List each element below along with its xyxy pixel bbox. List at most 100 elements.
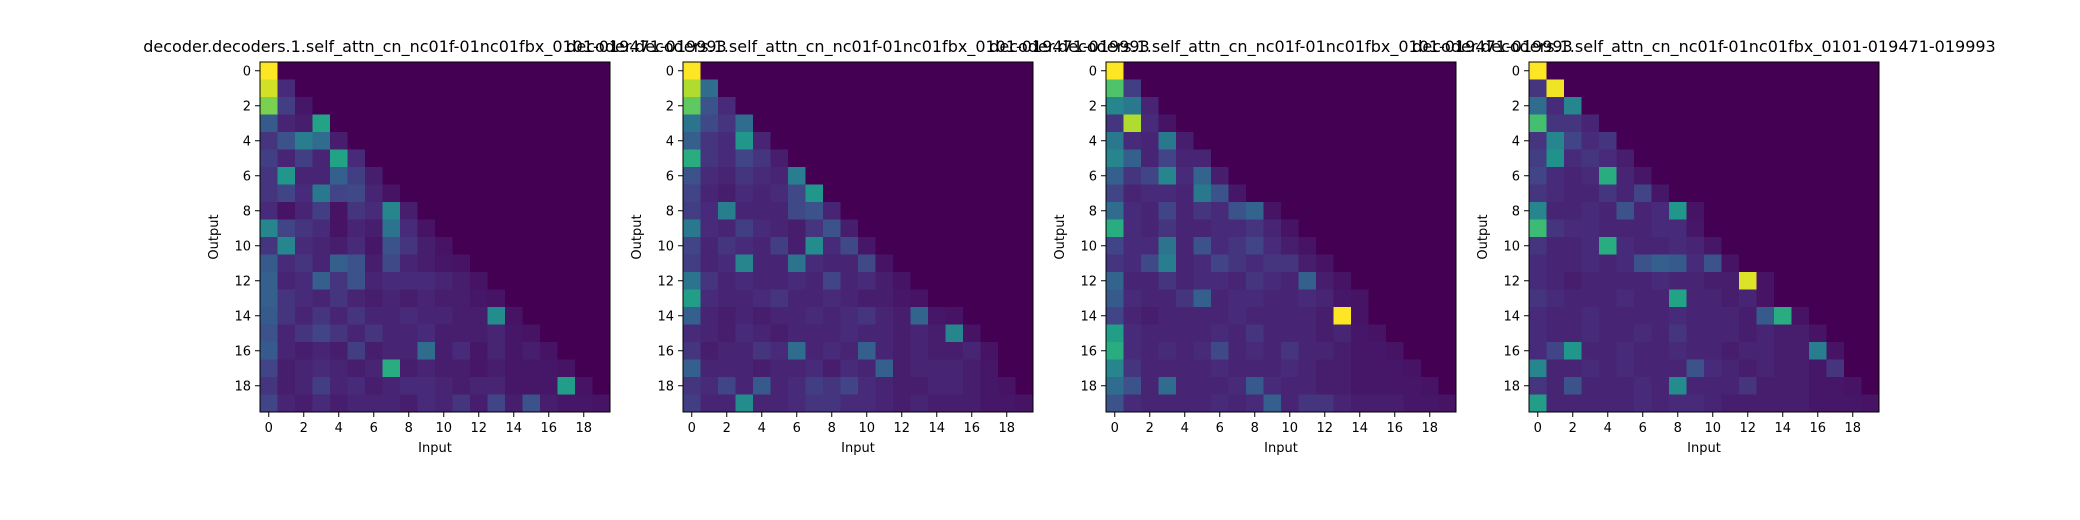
heatmap-cell xyxy=(1634,97,1652,115)
heatmap-cell xyxy=(400,307,418,325)
heatmap-cell xyxy=(347,359,366,378)
heatmap-cell xyxy=(1193,394,1212,413)
heatmap-cell xyxy=(1176,254,1194,273)
heatmap-cell xyxy=(575,184,593,203)
heatmap-cell xyxy=(1263,97,1282,115)
heatmap-cell xyxy=(823,394,841,413)
heatmap-cell xyxy=(1809,114,1827,133)
heatmap-cell xyxy=(1106,237,1124,255)
heatmap-cell xyxy=(417,272,436,290)
heatmap-cell xyxy=(1581,272,1600,290)
heatmap-cell xyxy=(875,114,894,133)
heatmap-cell xyxy=(823,272,841,290)
heatmap-cell xyxy=(1158,184,1177,203)
heatmap-cell xyxy=(1316,219,1334,238)
heatmap-cell xyxy=(1634,377,1652,395)
heatmap-cell xyxy=(683,377,701,395)
heatmap-cell xyxy=(505,114,523,133)
heatmap-cell xyxy=(295,324,313,343)
heatmap-cells xyxy=(1529,62,1880,413)
heatmap-cell xyxy=(718,114,736,133)
heatmap-cell xyxy=(1281,167,1299,185)
heatmap-cell xyxy=(522,342,541,360)
heatmap-cell xyxy=(1298,237,1317,255)
heatmap-cell xyxy=(522,377,541,395)
heatmap-cell xyxy=(1403,219,1422,238)
heatmap-cell xyxy=(1351,359,1369,378)
heatmap-cell xyxy=(945,342,964,360)
heatmap-cell xyxy=(858,394,876,413)
heatmap-cell xyxy=(435,324,453,343)
heatmap-cell xyxy=(823,114,841,133)
heatmap-cell xyxy=(1211,342,1229,360)
heatmap-cell xyxy=(1651,184,1670,203)
heatmap-cell xyxy=(980,254,999,273)
heatmap-cell xyxy=(1211,394,1229,413)
heatmap-cell xyxy=(1386,254,1404,273)
heatmap-cell xyxy=(1651,79,1670,98)
heatmap-cell xyxy=(735,132,754,150)
heatmap-cell xyxy=(382,97,401,115)
heatmap-cell xyxy=(1123,307,1142,325)
heatmap-cell xyxy=(1774,237,1792,255)
heatmap-cell xyxy=(1158,237,1177,255)
heatmap-cell xyxy=(347,184,366,203)
heatmap-cell xyxy=(260,167,278,185)
heatmap-cell xyxy=(1351,219,1369,238)
heatmap-cell xyxy=(1599,359,1617,378)
heatmap-cell xyxy=(718,377,736,395)
heatmap-cell xyxy=(1686,79,1705,98)
heatmap-cell xyxy=(700,114,719,133)
heatmap-cell xyxy=(858,149,876,168)
heatmap-cell xyxy=(365,114,383,133)
heatmap-cell xyxy=(470,114,488,133)
heatmap-cell xyxy=(1739,79,1757,98)
heatmap-cell xyxy=(312,202,331,220)
heatmap-cell xyxy=(1123,149,1142,168)
heatmap-cell xyxy=(400,167,418,185)
heatmap-cell xyxy=(1704,359,1722,378)
heatmap-cell xyxy=(683,132,701,150)
heatmap-cell xyxy=(858,324,876,343)
heatmap-cell xyxy=(945,307,964,325)
x-tick-label: 8 xyxy=(1674,421,1682,436)
heatmap-cell xyxy=(928,324,946,343)
x-tick-label: 16 xyxy=(963,421,980,436)
heatmap-cell xyxy=(330,202,348,220)
x-axis-label: Input xyxy=(1264,441,1298,456)
heatmap-cell xyxy=(1581,377,1600,395)
heatmap-cell xyxy=(928,79,946,98)
heatmap-cell xyxy=(382,114,401,133)
heatmap-cell xyxy=(1263,377,1282,395)
heatmap-cell xyxy=(452,184,471,203)
heatmap-cell xyxy=(1228,202,1247,220)
heatmap-cell xyxy=(312,307,331,325)
heatmap-cell xyxy=(1141,307,1159,325)
heatmap-cell xyxy=(1634,272,1652,290)
heatmap-cell xyxy=(295,307,313,325)
heatmap-cell xyxy=(1616,149,1635,168)
heatmap-cell xyxy=(1263,272,1282,290)
heatmap-cell xyxy=(1106,132,1124,150)
heatmap-cell xyxy=(1263,149,1282,168)
heatmap-cell xyxy=(1351,342,1369,360)
heatmap-cell xyxy=(1564,324,1582,343)
heatmap-cell xyxy=(1581,202,1600,220)
heatmap-cell xyxy=(522,62,541,80)
heatmap-cell xyxy=(910,272,929,290)
heatmap-cell xyxy=(1634,149,1652,168)
heatmap-cell xyxy=(1176,202,1194,220)
heatmap-cell xyxy=(260,289,278,308)
heatmap-cell xyxy=(505,167,523,185)
heatmap-cell xyxy=(277,79,296,98)
heatmap-cell xyxy=(945,184,964,203)
heatmap-cell xyxy=(1721,62,1740,80)
heatmap-cell xyxy=(700,79,719,98)
heatmap-cell xyxy=(260,394,278,413)
heatmap-cell xyxy=(1564,219,1582,238)
heatmap-cell xyxy=(417,342,436,360)
heatmap-cell xyxy=(1844,377,1862,395)
heatmap-cell xyxy=(1774,219,1792,238)
heatmap-cell xyxy=(893,132,911,150)
heatmap-cell xyxy=(1791,307,1810,325)
